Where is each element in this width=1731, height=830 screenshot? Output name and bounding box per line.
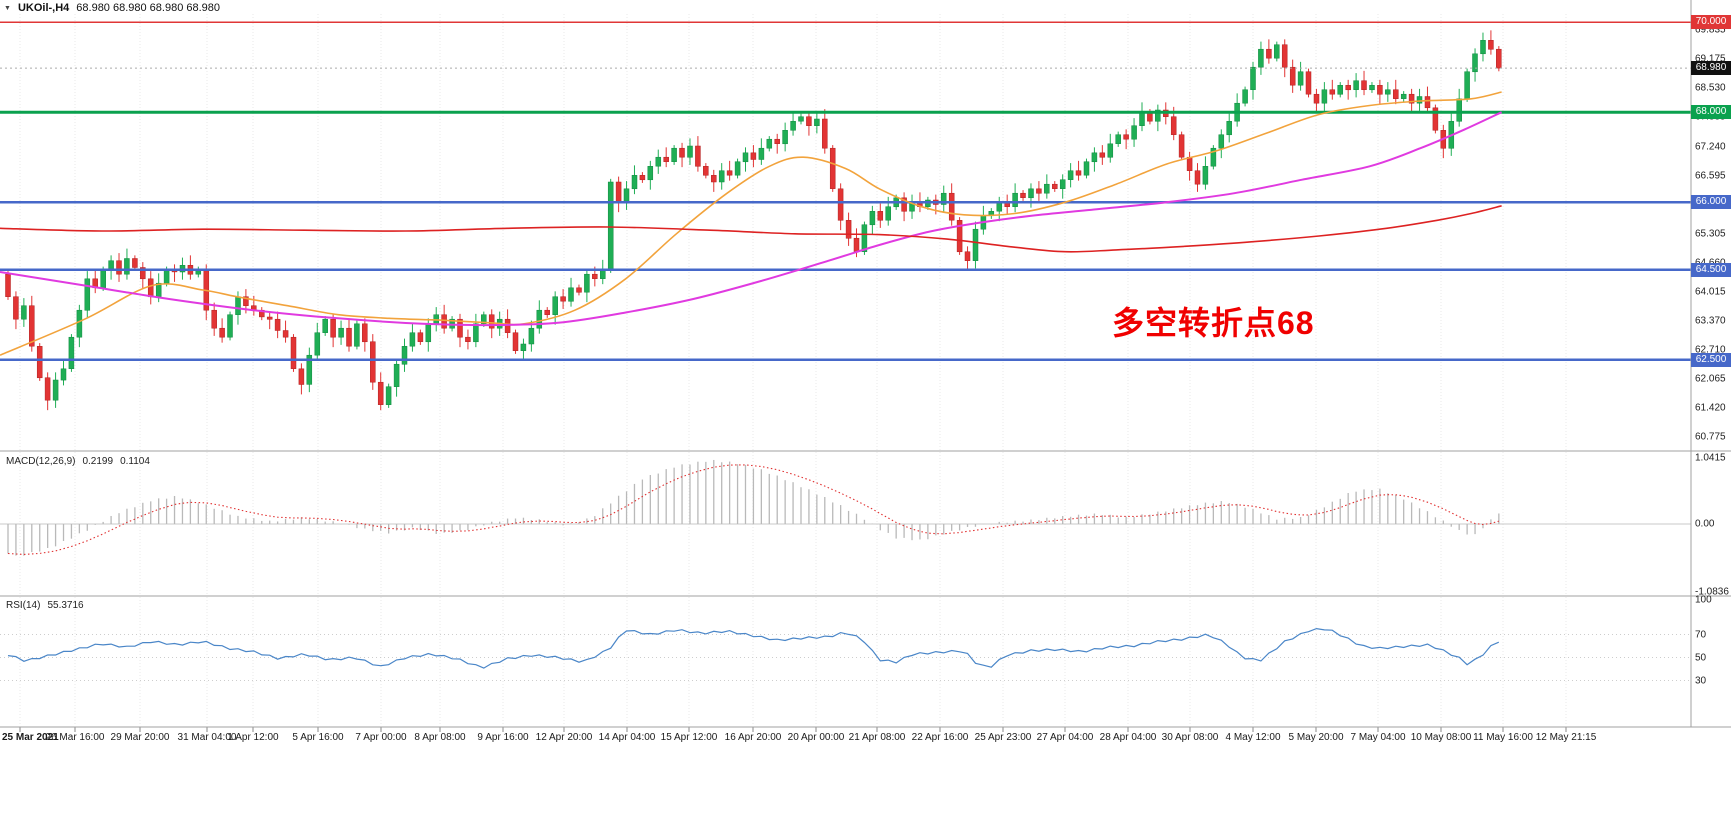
price-tick-label: 60.775 [1695, 431, 1726, 443]
time-axis-label: 7 May 04:00 [1350, 732, 1406, 743]
time-axis-label: 4 May 12:00 [1225, 732, 1281, 743]
time-axis-label: 14 Apr 04:00 [598, 732, 656, 743]
time-axis-label: 26 Mar 16:00 [45, 732, 105, 743]
macd-tick-label: 1.0415 [1695, 452, 1726, 464]
time-axis-label: 30 Apr 08:00 [1161, 732, 1219, 743]
price-badge: 68.980 [1691, 61, 1731, 76]
price-tick-label: 67.240 [1695, 141, 1726, 152]
time-axis-label: 25 Apr 23:00 [974, 732, 1032, 743]
symbol-dropdown-icon[interactable]: ▼ [4, 4, 11, 12]
rsi-tick-label: 100 [1695, 594, 1712, 606]
time-axis-label: 21 Apr 08:00 [848, 732, 906, 743]
time-axis-label: 29 Mar 20:00 [110, 732, 170, 743]
time-axis-label: 8 Apr 08:00 [414, 732, 466, 743]
symbol-ohlc: 68.980 68.980 68.980 68.980 [76, 2, 221, 14]
time-axis-label: 5 May 20:00 [1288, 732, 1344, 743]
macd-name: MACD(12,26,9) [6, 456, 76, 467]
time-axis-label: 1 Apr 12:00 [227, 732, 279, 743]
time-axis-label: 31 Mar 04:00 [177, 732, 237, 743]
time-axis-label: 7 Apr 00:00 [355, 732, 407, 743]
time-axis-label: 20 Apr 00:00 [787, 732, 845, 743]
time-axis-label: 9 Apr 16:00 [477, 732, 529, 743]
rsi-name: RSI(14) [6, 600, 41, 611]
price-tick-label: 66.595 [1695, 170, 1726, 181]
macd-main-value: 0.2199 [82, 456, 114, 467]
hlines-layer [0, 21, 1691, 361]
price-badge: 70.000 [1691, 15, 1731, 30]
rsi-tick-label: 50 [1695, 652, 1707, 663]
macd-tick-label: -1.0836 [1695, 586, 1729, 598]
moving-averages-layer [0, 91, 1503, 356]
time-axis-label: 5 Apr 16:00 [292, 732, 344, 743]
time-axis-label: 15 Apr 12:00 [660, 732, 718, 743]
rsi-indicator-label: RSI(14) 55.3716 [6, 600, 84, 611]
price-badge: 66.000 [1691, 195, 1731, 210]
chart-annotation: 多空转折点68 [1112, 305, 1315, 341]
price-badge: 68.000 [1691, 105, 1731, 120]
price-tick-label: 63.370 [1695, 315, 1726, 327]
time-axis-label: 16 Apr 20:00 [724, 732, 782, 743]
symbol-bar: ▼ UKOil-,H4 68.980 68.980 68.980 68.980 [4, 2, 220, 14]
price-tick-label: 69.175 [1695, 53, 1726, 65]
time-axis-label: 11 May 16:00 [1473, 732, 1533, 743]
price-badge: 62.500 [1691, 352, 1731, 367]
price-tick-label: 62.710 [1695, 344, 1726, 356]
macd-tick-label: 0.00 [1695, 518, 1715, 530]
rsi-layer [0, 627, 1691, 681]
time-axis-label: 12 May 21:15 [1535, 732, 1597, 743]
time-axis-label: 22 Apr 16:00 [911, 732, 969, 743]
price-tick-label: 64.015 [1695, 286, 1726, 298]
time-axis-label: 28 Apr 04:00 [1099, 732, 1157, 743]
price-badge: 64.500 [1691, 262, 1731, 277]
symbol-title: UKOil-,H4 [17, 2, 70, 14]
price-tick-label: 65.305 [1695, 228, 1726, 239]
time-axis-label: 25 Mar 2021 [2, 732, 59, 743]
time-axis-label: 27 Apr 04:00 [1036, 732, 1094, 743]
price-tick-label: 69.835 [1695, 24, 1726, 36]
time-axis-label: 12 Apr 20:00 [535, 732, 593, 743]
price-tick-label: 68.530 [1695, 82, 1726, 94]
candles-layer [5, 30, 1502, 411]
macd-layer [0, 459, 1691, 556]
macd-indicator-label: MACD(12,26,9) 0.2199 0.1104 [6, 456, 150, 467]
macd-signal-value: 0.1104 [120, 456, 150, 467]
panel-borders [0, 0, 1731, 728]
time-axis-label: 10 May 08:00 [1410, 732, 1472, 743]
price-tick-label: 62.065 [1695, 373, 1726, 385]
rsi-tick-label: 70 [1695, 629, 1707, 640]
rsi-value: 55.3716 [47, 600, 84, 611]
price-tick-label: 64.660 [1695, 257, 1726, 268]
price-tick-label: 61.420 [1695, 402, 1726, 414]
rsi-tick-label: 30 [1695, 675, 1707, 686]
